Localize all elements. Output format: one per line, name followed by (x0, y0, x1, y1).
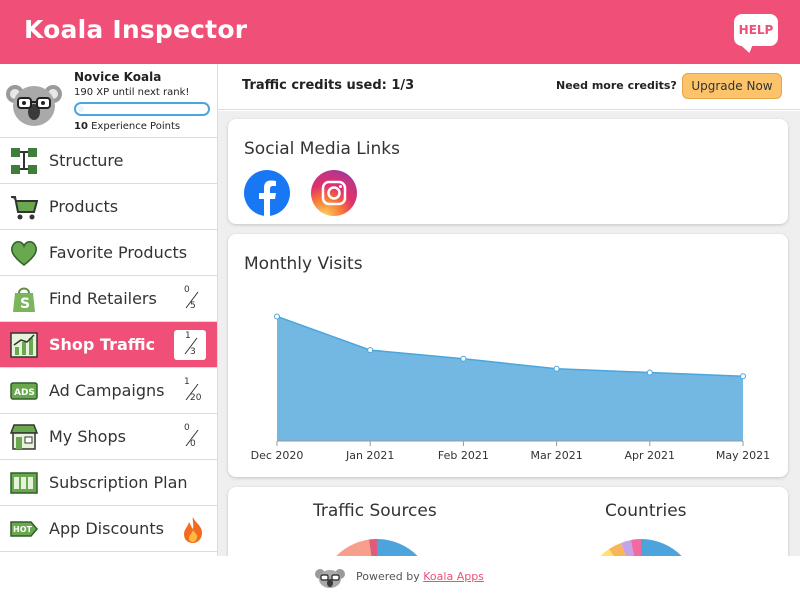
koala-logo-icon (315, 569, 345, 588)
traffic-sources-title: Traffic Sources (313, 501, 437, 521)
visits-area (277, 316, 743, 441)
upgrade-now-button[interactable]: Upgrade Now (682, 73, 782, 99)
data-point[interactable] (367, 347, 374, 354)
x-tick-label: May 2021 (716, 449, 770, 462)
facebook-icon[interactable] (243, 169, 291, 217)
store-icon (10, 424, 38, 450)
visits-series-line (276, 315, 744, 377)
usage-used: 0 (184, 423, 190, 433)
xp-points-value: 10 (74, 121, 88, 132)
fire-icon (184, 517, 203, 543)
monthly-visits-card: Monthly Visits Dec 2020 Jan 2021 Feb 2021 M… (228, 234, 788, 477)
sidebar-item-label: Subscription Plan (49, 473, 188, 492)
sidebar-item-products[interactable]: Products (0, 184, 217, 230)
fraction-slash (184, 337, 198, 355)
usage-total: 20 (190, 393, 202, 403)
sidebar-item-label: Structure (49, 151, 124, 170)
usage-fraction: 1 3 (174, 330, 206, 360)
cart-icon (11, 196, 38, 220)
fraction-slash (185, 429, 199, 447)
usage-total: 0 (190, 439, 196, 449)
powered-by-label: Powered by (356, 570, 420, 583)
sidebar-item-ad-campaigns[interactable]: ADS Ad Campaigns 1 20 (0, 368, 217, 414)
data-point[interactable] (274, 313, 280, 320)
xp-progress-fill (78, 106, 84, 112)
traffic-chart-icon (10, 332, 38, 358)
credits-bar: Traffic credits used: 1/3 Need more cred… (218, 64, 800, 110)
sidebar-item-label: Favorite Products (49, 243, 188, 262)
svg-text:ADS: ADS (14, 388, 35, 398)
data-point[interactable] (740, 373, 746, 380)
x-tick-label: Mar 2021 (530, 449, 582, 462)
structure-icon (11, 148, 37, 174)
heart-icon (11, 241, 37, 266)
main-content: Social Media Links Monthly Visits De (218, 111, 800, 556)
x-tick-label: Feb 2021 (438, 449, 489, 462)
xp-points-label: Experience Points (91, 121, 181, 132)
ads-icon: ADS (10, 382, 38, 400)
instagram-icon[interactable] (310, 169, 358, 217)
countries-pie (600, 539, 682, 556)
monthly-visits-title: Monthly Visits (244, 254, 363, 274)
sidebar-item-label: Find Retailers (49, 289, 157, 308)
data-point[interactable] (646, 369, 653, 376)
xp-to-next-rank: 190 XP until next rank! (74, 87, 190, 98)
social-media-title: Social Media Links (244, 139, 400, 159)
traffic-breakdown-card: Traffic Sources Countries (228, 487, 788, 556)
usage-total: 5 (190, 301, 196, 311)
data-point[interactable] (460, 355, 467, 362)
sidebar-item-label: Shop Traffic (49, 335, 156, 354)
hot-tag-icon: HOT (10, 521, 38, 537)
fraction-slash (185, 291, 199, 309)
powered-by: Powered by Koala Apps (356, 570, 484, 583)
countries-title: Countries (605, 501, 687, 521)
usage-used: 1 (185, 331, 191, 341)
koala-apps-link[interactable]: Koala Apps (423, 570, 484, 583)
x-tick-label: Apr 2021 (625, 449, 676, 462)
user-profile: Novice Koala 190 XP until next rank! 10 … (0, 64, 217, 138)
app-header: Koala Inspector HELP (0, 0, 800, 64)
traffic-credits-used: Traffic credits used: 1/3 (242, 78, 415, 93)
svg-text:HOT: HOT (13, 525, 32, 534)
svg-text:S: S (20, 296, 30, 312)
data-point[interactable] (553, 365, 560, 372)
plan-icon (10, 472, 38, 494)
sidebar-item-label: My Shops (49, 427, 126, 446)
koala-avatar-icon (6, 85, 62, 126)
sidebar-item-label: Ad Campaigns (49, 381, 165, 400)
app-title: Koala Inspector (24, 15, 248, 44)
sidebar-item-app-discounts[interactable]: HOT App Discounts (0, 506, 217, 552)
usage-fraction: 1 20 (178, 376, 204, 406)
help-button[interactable]: HELP (734, 14, 778, 46)
sidebar: Novice Koala 190 XP until next rank! 10 … (0, 64, 218, 556)
traffic-sources-pie (336, 538, 418, 556)
sidebar-item-structure[interactable]: Structure (0, 138, 217, 184)
monthly-visits-chart: Dec 2020 Jan 2021 Feb 2021 Mar 2021 Apr 2021… (251, 313, 770, 462)
fraction-slash (185, 383, 199, 401)
social-media-card: Social Media Links (228, 119, 788, 224)
usage-fraction: 0 5 (178, 284, 204, 314)
sidebar-item-label: Products (49, 197, 119, 216)
sidebar-item-find-retailers[interactable]: S Find Retailers 0 5 (0, 276, 217, 322)
need-more-credits-label: Need more credits? (556, 79, 677, 92)
shopify-bag-icon: S (13, 287, 35, 312)
usage-used: 0 (184, 285, 190, 295)
rank-name: Novice Koala (74, 70, 162, 84)
xp-points: 10 Experience Points (74, 121, 180, 132)
sidebar-item-favorite-products[interactable]: Favorite Products (0, 230, 217, 276)
usage-fraction: 0 0 (178, 422, 204, 452)
x-tick-label: Dec 2020 (251, 449, 304, 462)
usage-total: 3 (190, 347, 196, 357)
footer: Powered by Koala Apps (0, 556, 800, 598)
x-tick-label: Jan 2021 (345, 449, 394, 462)
usage-used: 1 (184, 377, 190, 387)
sidebar-item-subscription-plan[interactable]: Subscription Plan (0, 460, 217, 506)
xp-progress-bar (74, 102, 210, 116)
sidebar-item-shop-traffic[interactable]: Shop Traffic 1 3 (0, 322, 217, 368)
sidebar-item-label: App Discounts (49, 519, 164, 538)
sidebar-item-my-shops[interactable]: My Shops 0 0 (0, 414, 217, 460)
